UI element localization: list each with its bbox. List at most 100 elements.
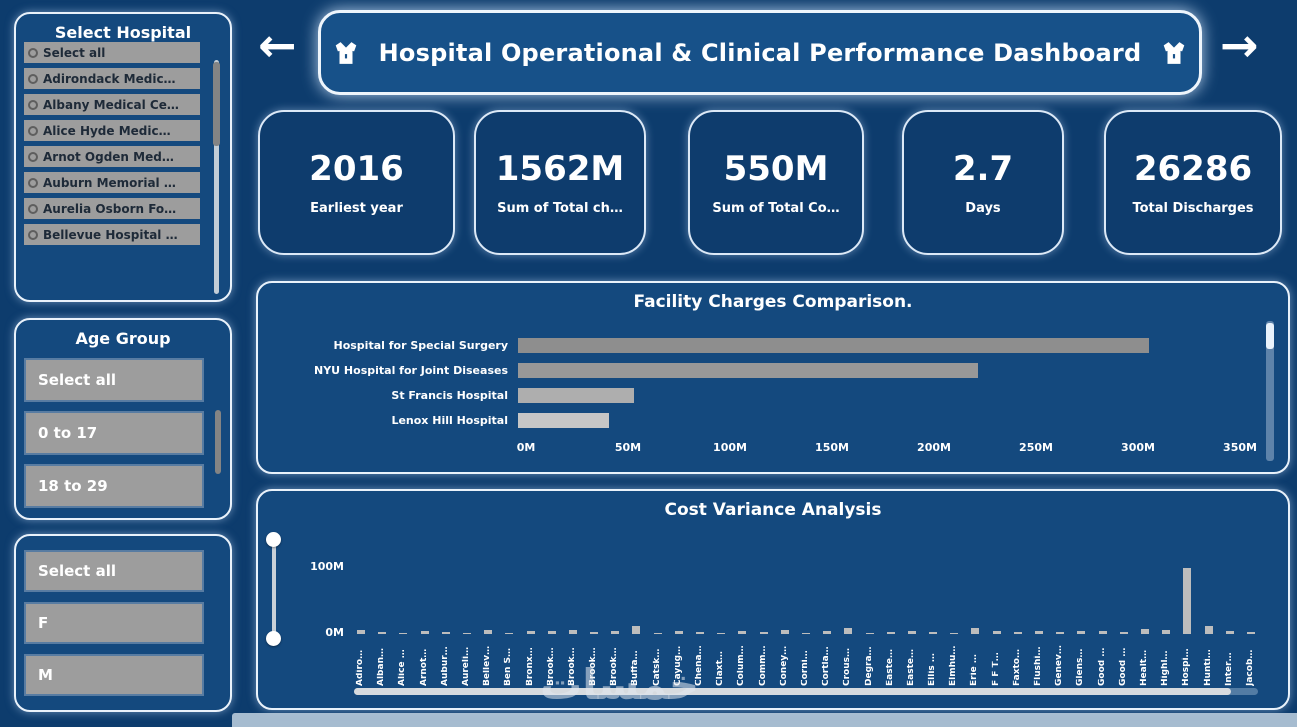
cost-bar[interactable] [399,632,408,634]
age-group-option[interactable]: Select all [26,360,202,400]
facility-bar-row: Lenox Hill Hospital [270,408,1240,433]
page-horizontal-scrollbar[interactable] [232,713,1297,727]
cost-bar[interactable] [547,631,556,634]
cost-bar[interactable] [907,631,916,634]
facility-chart-scrollbar[interactable] [1266,321,1274,461]
cost-bar[interactable] [1183,567,1192,634]
facility-bar[interactable] [518,338,1150,353]
cost-bar[interactable] [696,632,704,634]
cost-category-label: Arnot… [419,648,429,686]
cost-bar[interactable] [1162,630,1171,634]
cost-bar[interactable] [929,632,938,634]
cost-bar[interactable] [992,630,1001,634]
cost-bar[interactable] [1077,631,1086,634]
hospital-list-item[interactable]: Bellevue Hospital … [24,224,200,245]
slider-handle-top[interactable] [266,532,281,547]
cost-bar[interactable] [632,625,641,634]
hospital-list-item[interactable]: Arnot Ogden Med… [24,146,200,167]
cost-bar[interactable] [950,632,959,634]
cost-bar[interactable] [865,632,874,634]
cost-bar[interactable] [611,630,620,634]
cost-bar[interactable] [462,632,471,634]
cost-bar[interactable] [1098,630,1107,634]
cost-category-label: Claxt… [716,651,726,686]
cost-bar[interactable] [780,630,789,634]
radio-icon [28,125,38,136]
cost-bar[interactable] [1056,632,1065,634]
cost-bar[interactable] [1013,632,1022,634]
slider-handle-bottom[interactable] [266,631,281,646]
cost-category-column: Comm… [757,539,771,686]
kpi-label: Total Discharges [1132,201,1254,216]
scrollbar-thumb[interactable] [213,62,220,146]
facility-bar[interactable] [518,363,979,378]
facility-bar[interactable] [518,388,634,403]
cost-category-column: F F T… [990,539,1004,686]
gender-option[interactable]: Select all [26,552,202,590]
scrollbar-thumb[interactable] [354,688,1231,695]
hospital-list-item[interactable]: Adirondack Medic… [24,68,200,89]
cost-category-column: Alban… [375,539,389,686]
facility-x-tick: 0M [516,441,536,454]
gender-option[interactable]: M [26,656,202,694]
radio-icon [28,203,38,214]
age-group-scrollbar[interactable] [215,374,221,492]
gender-filter-panel: Select all F M [14,534,232,712]
cost-chart-plot: Adiro… Alban… Alice … Arnot… Aubur… Aureli… Be… [354,539,1258,686]
cost-bar[interactable] [568,630,577,634]
cost-range-slider [266,532,282,646]
hospital-list-item[interactable]: Select all [24,42,200,63]
cost-bar[interactable] [801,632,810,634]
cost-bar[interactable] [717,632,726,634]
scrollbar-thumb[interactable] [1266,323,1274,349]
cost-bar[interactable] [420,631,429,634]
cost-bar[interactable] [886,632,895,634]
cost-bar[interactable] [823,631,832,634]
cost-chart-horizontal-scrollbar[interactable] [354,688,1258,695]
hospital-list-item[interactable]: Aurelia Osborn Fo… [24,198,200,219]
cost-bar[interactable] [505,632,514,634]
age-group-option[interactable]: 18 to 29 [26,466,202,506]
scrollbar-thumb[interactable] [215,410,221,474]
age-group-option[interactable]: 0 to 17 [26,413,202,453]
cost-bar[interactable] [590,632,599,634]
slider-track[interactable] [272,540,276,638]
cost-bar[interactable] [1246,632,1255,634]
cost-bar[interactable] [526,630,535,634]
cost-bar[interactable] [1119,632,1128,634]
cost-category-label: Good … [1097,647,1107,686]
cost-category-column: Cortla… [820,539,834,686]
cost-category-column: Genev… [1053,539,1067,686]
facility-bar-track [518,413,1240,428]
cost-bar[interactable] [738,630,747,634]
hospital-list-item[interactable]: Alice Hyde Medic… [24,120,200,141]
cost-bar[interactable] [441,632,450,634]
cost-bar[interactable] [971,627,980,634]
cost-bar[interactable] [1204,625,1213,634]
next-page-arrow[interactable]: → [1220,18,1259,72]
cost-bar[interactable] [759,632,768,634]
hospital-list-scrollbar[interactable] [213,60,220,294]
gender-option[interactable]: F [26,604,202,642]
cost-category-label: Hospi… [1182,648,1192,686]
cost-category-column: Catsk… [651,539,665,686]
hospital-list-item[interactable]: Albany Medical Ce… [24,94,200,115]
cost-bar[interactable] [674,631,683,634]
cost-category-label: Bellev… [483,645,493,686]
facility-bar[interactable] [518,413,609,428]
cost-bar[interactable] [1035,631,1043,634]
previous-page-arrow[interactable]: ← [258,18,297,72]
facility-category-label: NYU Hospital for Joint Diseases [314,364,508,377]
facility-category-label: Lenox Hill Hospital [391,414,508,427]
cost-bar[interactable] [378,632,387,634]
cost-bar[interactable] [1140,628,1149,634]
cost-category-label: Easte… [885,649,895,686]
cost-bar[interactable] [484,629,493,634]
cost-bar[interactable] [653,632,662,634]
hospital-list-item[interactable]: Auburn Memorial … [24,172,200,193]
cost-bar[interactable] [844,628,853,634]
kpi-label: Earliest year [310,201,403,216]
cost-bar[interactable] [357,630,365,634]
radio-icon [28,73,38,84]
cost-bar[interactable] [1225,631,1234,634]
